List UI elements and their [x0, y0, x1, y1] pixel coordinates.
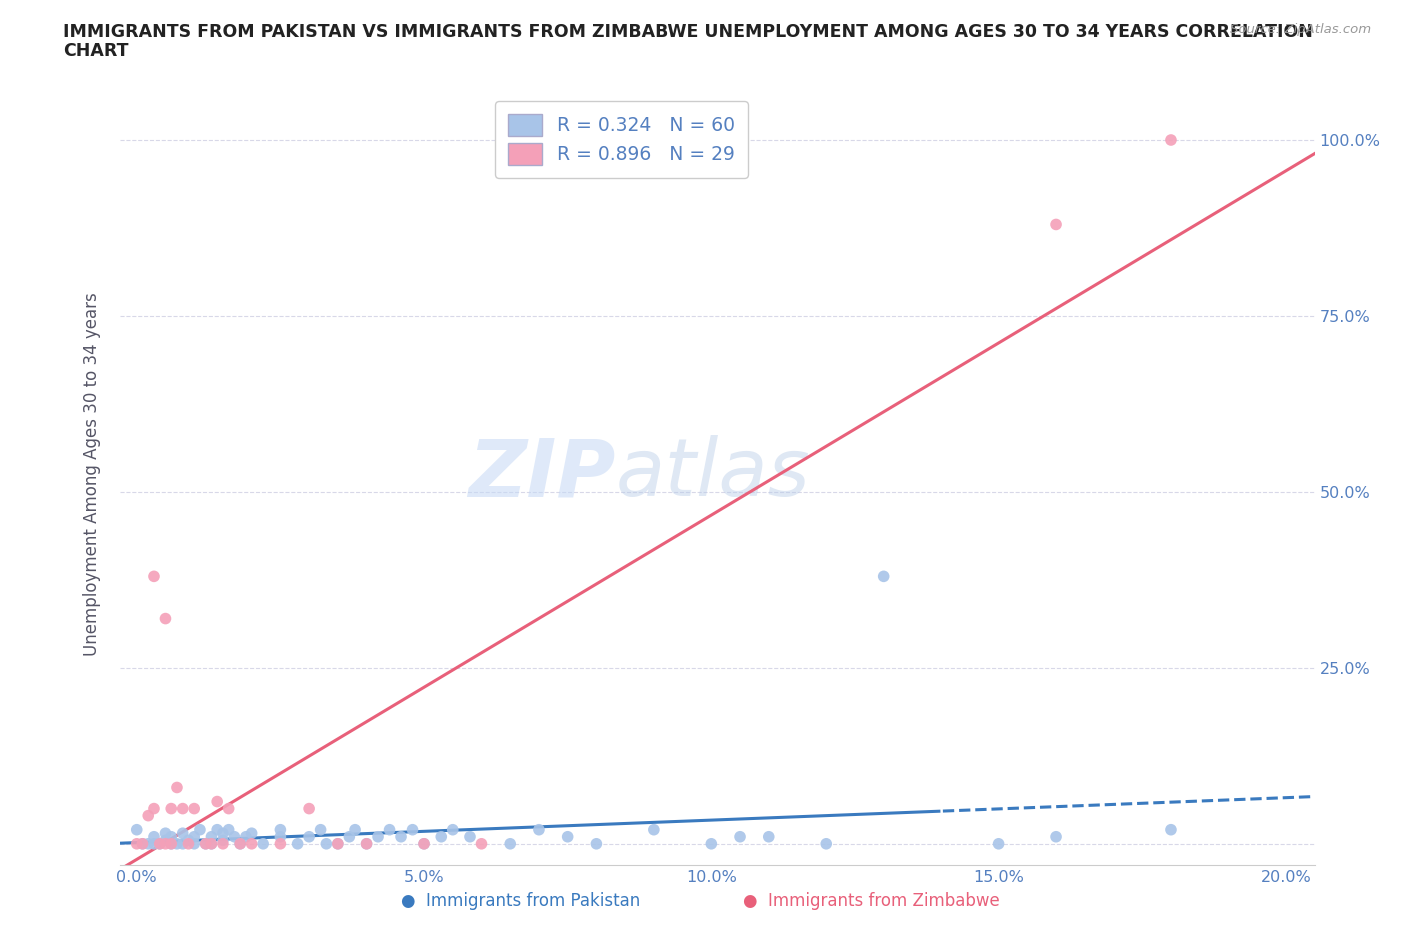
Point: [430, 830, 453, 844]
Point: [166, 780, 188, 795]
Text: atlas: atlas: [616, 435, 810, 513]
Point: [1045, 217, 1067, 232]
Point: [200, 836, 222, 851]
Point: [160, 836, 183, 851]
Point: [287, 836, 309, 851]
Point: [585, 836, 607, 851]
Point: [212, 833, 235, 848]
Point: [136, 808, 159, 823]
Point: [873, 569, 896, 584]
Point: [344, 822, 367, 837]
Text: ●  Immigrants from Pakistan: ● Immigrants from Pakistan: [401, 892, 640, 910]
Point: [269, 830, 291, 844]
Text: CHART: CHART: [63, 42, 129, 60]
Point: [240, 826, 263, 841]
Point: [172, 826, 194, 841]
Point: [218, 801, 240, 816]
Point: [229, 836, 252, 851]
Point: [224, 830, 246, 844]
Point: [183, 836, 205, 851]
Point: [155, 826, 177, 841]
Point: [700, 836, 723, 851]
Point: [172, 801, 194, 816]
Point: [183, 830, 205, 844]
Point: [298, 801, 321, 816]
Point: [188, 822, 211, 837]
Point: [815, 836, 838, 851]
Point: [557, 830, 579, 844]
Point: [200, 830, 222, 844]
Point: [160, 830, 183, 844]
Point: [315, 836, 337, 851]
Point: [1045, 830, 1067, 844]
Legend: R = 0.324   N = 60, R = 0.896   N = 29: R = 0.324 N = 60, R = 0.896 N = 29: [495, 100, 748, 178]
Point: [389, 830, 412, 844]
Text: ZIP: ZIP: [468, 435, 616, 513]
Text: IMMIGRANTS FROM PAKISTAN VS IMMIGRANTS FROM ZIMBABWE UNEMPLOYMENT AMONG AGES 30 : IMMIGRANTS FROM PAKISTAN VS IMMIGRANTS F…: [63, 23, 1313, 41]
Point: [326, 836, 349, 851]
Point: [367, 830, 389, 844]
Point: [155, 611, 177, 626]
Point: [758, 830, 780, 844]
Point: [131, 836, 153, 851]
Point: [1160, 133, 1182, 148]
Point: [155, 833, 177, 848]
Point: [194, 836, 217, 851]
Point: [149, 836, 172, 851]
Point: [136, 836, 159, 851]
Point: [728, 830, 751, 844]
Point: [125, 836, 148, 851]
Point: [149, 836, 172, 851]
Point: [125, 822, 148, 837]
Point: [235, 830, 257, 844]
Point: [205, 822, 228, 837]
Point: [183, 801, 205, 816]
Point: [356, 836, 378, 851]
Point: [177, 836, 200, 851]
Point: [212, 826, 235, 841]
Point: [143, 569, 166, 584]
Y-axis label: Unemployment Among Ages 30 to 34 years: Unemployment Among Ages 30 to 34 years: [83, 292, 101, 657]
Point: [177, 833, 200, 848]
Point: [218, 822, 240, 837]
Point: [155, 836, 177, 851]
Point: [413, 836, 436, 851]
Point: [160, 836, 183, 851]
Point: [499, 836, 522, 851]
Point: [200, 836, 222, 851]
Point: [172, 836, 194, 851]
Point: [401, 822, 423, 837]
Point: [131, 836, 153, 851]
Point: [458, 830, 481, 844]
Point: [205, 794, 228, 809]
Point: [326, 836, 349, 851]
Point: [143, 801, 166, 816]
Text: Source: ZipAtlas.com: Source: ZipAtlas.com: [1230, 23, 1371, 36]
Point: [987, 836, 1010, 851]
Point: [143, 836, 166, 851]
Point: [143, 830, 166, 844]
Point: [527, 822, 550, 837]
Point: [309, 822, 332, 837]
Point: [194, 836, 217, 851]
Point: [337, 830, 360, 844]
Point: [252, 836, 274, 851]
Text: ●  Immigrants from Zimbabwe: ● Immigrants from Zimbabwe: [744, 892, 1000, 910]
Point: [356, 836, 378, 851]
Point: [229, 836, 252, 851]
Point: [166, 836, 188, 851]
Point: [269, 822, 291, 837]
Point: [378, 822, 401, 837]
Point: [298, 830, 321, 844]
Point: [470, 836, 492, 851]
Point: [269, 836, 291, 851]
Point: [160, 801, 183, 816]
Point: [1160, 822, 1182, 837]
Point: [441, 822, 464, 837]
Point: [240, 836, 263, 851]
Point: [643, 822, 665, 837]
Point: [413, 836, 436, 851]
Point: [212, 836, 235, 851]
